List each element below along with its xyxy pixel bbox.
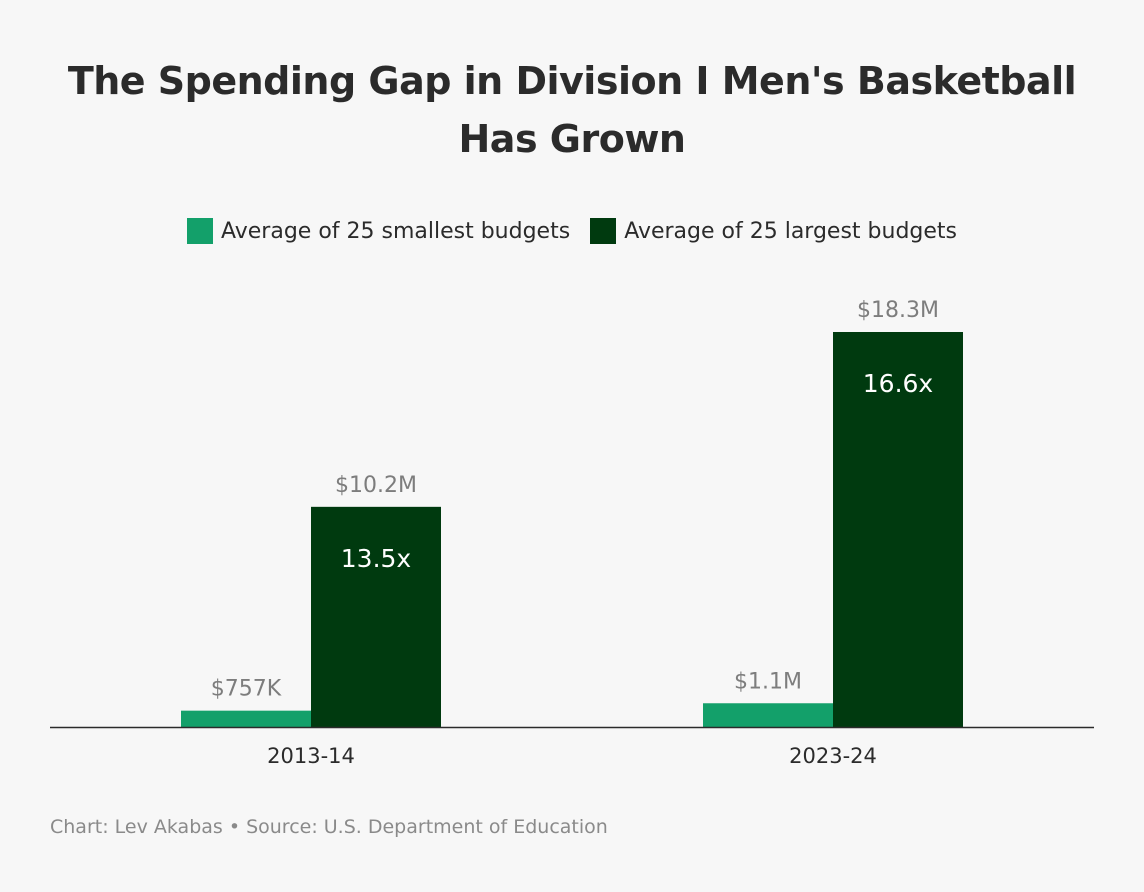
bar-largest-2023-24: [833, 332, 963, 727]
value-label-largest-2013-14: $10.2M: [335, 473, 417, 498]
bar-smallest-2013-14: [181, 710, 311, 727]
value-label-smallest-2023-24: $1.1M: [734, 669, 802, 694]
legend-item-smallest: Average of 25 smallest budgets: [186, 218, 571, 244]
chart-title-line-1: The Spending Gap in Division I Men's Bas…: [67, 59, 1077, 103]
legend-swatch-smallest: [186, 218, 213, 244]
ratio-label-2023-24: 16.6x: [863, 369, 933, 398]
value-label-smallest-2013-14: $757K: [211, 677, 282, 702]
x-tick-label-2023-24: 2023-24: [789, 744, 877, 768]
chart-title: The Spending Gap in Division I Men's Bas…: [0, 52, 1144, 168]
legend-label-largest: Average of 25 largest budgets: [624, 218, 958, 244]
legend-item-largest: Average of 25 largest budgets: [590, 218, 957, 244]
legend-swatch-largest: [590, 218, 617, 244]
chart-footer: Chart: Lev Akabas • Source: U.S. Departm…: [50, 816, 608, 838]
bar-largest-2013-14: [311, 506, 441, 727]
chart-legend: Average of 25 smallest budgets Average o…: [0, 218, 1144, 244]
legend-label-smallest: Average of 25 smallest budgets: [220, 218, 571, 244]
value-label-largest-2023-24: $18.3M: [857, 298, 939, 323]
bar-smallest-2023-24: [703, 703, 833, 727]
x-tick-label-2013-14: 2013-14: [267, 744, 355, 768]
ratio-label-2013-14: 13.5x: [341, 544, 411, 573]
chart-title-line-2: Has Grown: [458, 117, 687, 161]
